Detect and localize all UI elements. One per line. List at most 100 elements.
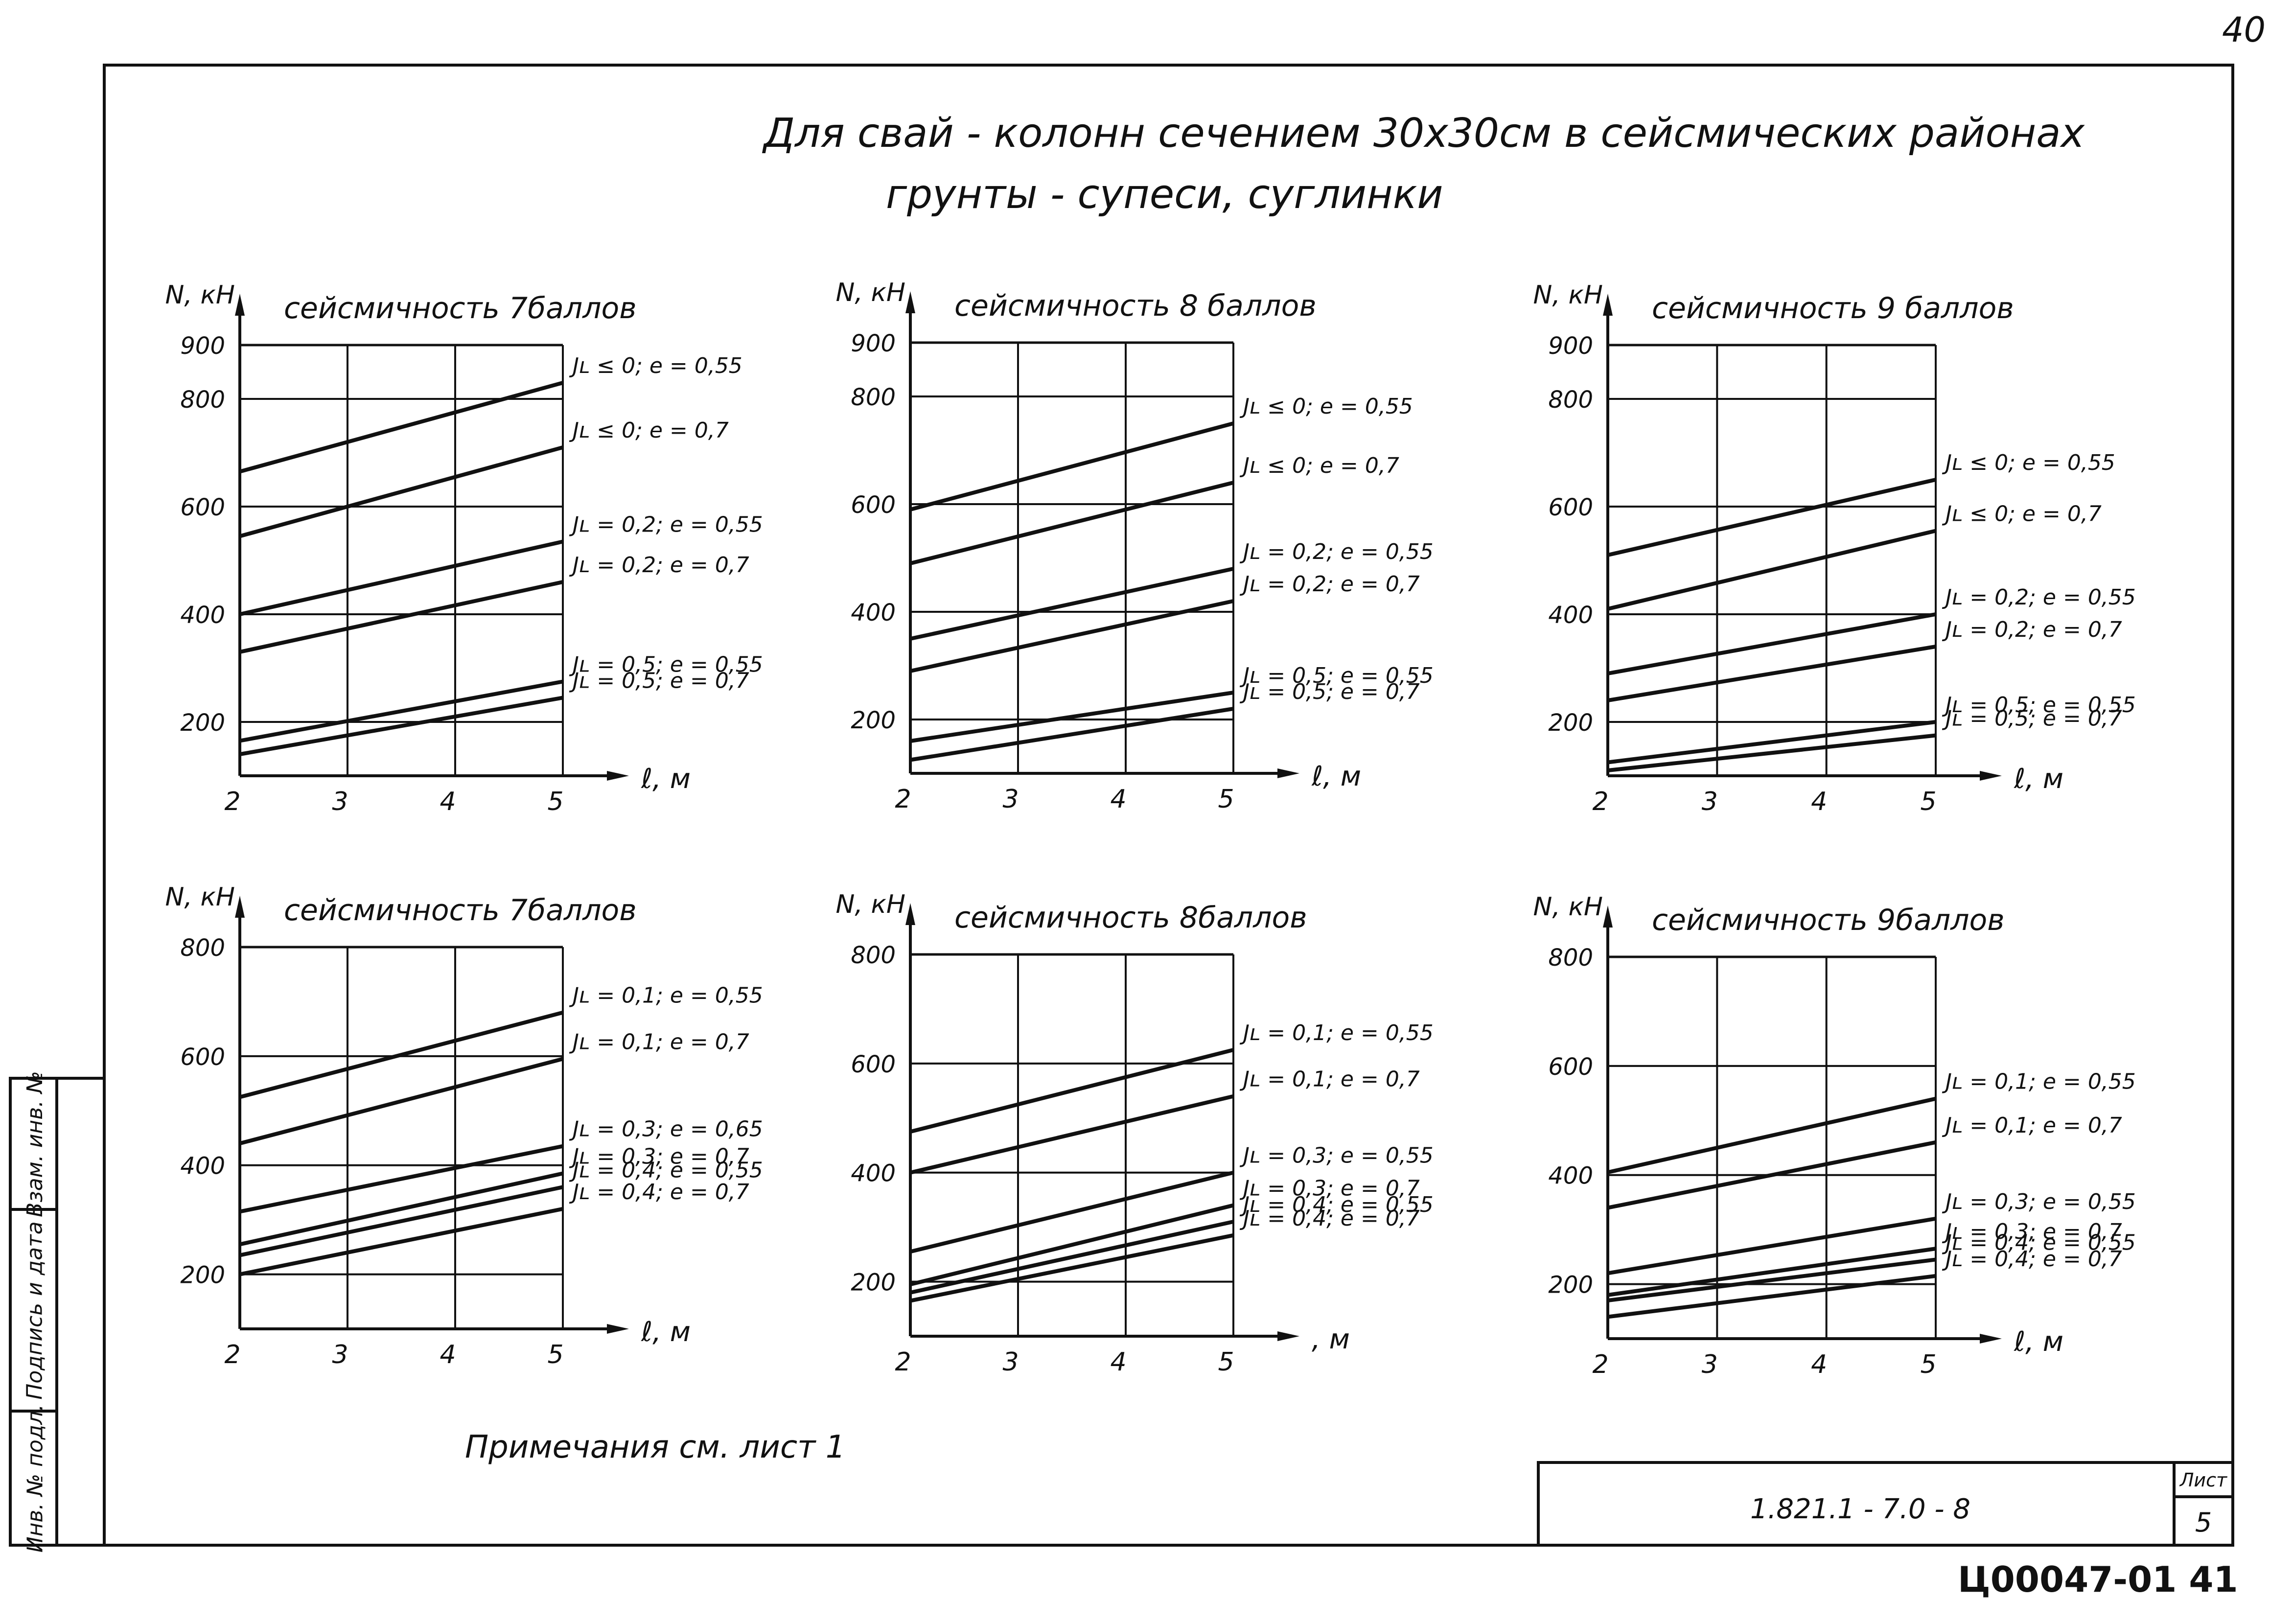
- note-text: Примечания см. лист 1: [465, 1429, 846, 1465]
- chart-5-x-axis-arrow: [1277, 1331, 1299, 1341]
- chart-1-xtick-label: 5: [547, 787, 563, 816]
- chart-3-xtick-label: 4: [1811, 787, 1827, 816]
- chart-3-xtick-label: 3: [1702, 787, 1718, 816]
- chart-3-xtick-label: 2: [1592, 787, 1608, 816]
- chart-4-series-line: [239, 1171, 563, 1247]
- chart-5-ytick-label: 400: [851, 1160, 896, 1187]
- chart-1-y-axis-arrow: [235, 294, 245, 316]
- chart-4-xtick-label: 4: [440, 1340, 456, 1369]
- chart-2-series-label: Jʟ ≤ 0; e = 0,7: [1239, 453, 1399, 478]
- chart-4-series-label: Jʟ = 0,3; e = 0,65: [569, 1117, 763, 1142]
- chart-6-series-label: Jʟ = 0,1; e = 0,55: [1942, 1069, 2136, 1094]
- chart-2-xtick-label: 4: [1110, 785, 1126, 814]
- chart-3-series-label: Jʟ = 0,5; e = 0,55: [1942, 693, 2136, 718]
- chart-3-x-axis-arrow: [1980, 771, 2002, 781]
- chart-2-xtick-label: 3: [1002, 785, 1019, 814]
- chart-4-title: сейсмичность 7баллов: [284, 893, 637, 928]
- chart-6-y-axis-arrow: [1603, 905, 1613, 928]
- chart-4-ytick-label: 800: [180, 934, 225, 962]
- chart-1-ytick-label: 600: [180, 494, 225, 521]
- chart-6-x-axis-arrow: [1980, 1334, 2002, 1344]
- chart-2-series-line: [910, 567, 1234, 641]
- chart-4-x-axis-arrow: [607, 1324, 629, 1334]
- chart-3-series-line: [1607, 529, 1936, 611]
- chart-5-series-label: Jʟ = 0,1; e = 0,7: [1239, 1067, 1420, 1092]
- chart-2-ytick-label: 400: [851, 599, 896, 626]
- chart-5-ytick-label: 600: [851, 1051, 896, 1078]
- chart-5-ytick-label: 800: [851, 942, 896, 969]
- chart-6-ytick-label: 400: [1548, 1162, 1593, 1190]
- chart-6-series-label: Jʟ = 0,3; e = 0,55: [1942, 1189, 2136, 1214]
- chart-6-series-label: Jʟ = 0,3; e = 0,7: [1942, 1219, 2122, 1244]
- chart-4-xtick-label: 2: [224, 1340, 240, 1369]
- chart-5-series-label: Jʟ = 0,4; e = 0,7: [1239, 1206, 1420, 1231]
- chart-5-xtick-label: 2: [895, 1347, 911, 1377]
- chart-3-ytick-label: 900: [1548, 332, 1593, 360]
- chart-1-series-line: [239, 539, 563, 616]
- chart-3-series-line: [1607, 720, 1936, 765]
- page-number: 40: [2222, 10, 2266, 50]
- sidebar-cell-inv: Инв. № подл.: [12, 1404, 58, 1553]
- chart-6-series-line: [1607, 1257, 1936, 1302]
- sidebar-cell-vzam: Взам. инв. №: [12, 1071, 58, 1217]
- chart-1-xtick-label: 3: [332, 787, 348, 816]
- chart-3-ylabel: N, кН: [1533, 280, 1603, 310]
- chart-6-xtick-label: 2: [1592, 1350, 1608, 1379]
- chart-5-xtick-label: 5: [1218, 1347, 1234, 1377]
- chart-4-xtick-label: 5: [547, 1340, 563, 1369]
- chart-3-xlabel: ℓ, м: [2014, 763, 2063, 795]
- chart-3-title: сейсмичность 9 баллов: [1652, 291, 2014, 325]
- chart-5-xlabel: , м: [1312, 1323, 1350, 1355]
- chart-6-ytick-label: 800: [1548, 944, 1593, 972]
- sidebar-inv-label: Инв. № подл.: [23, 1404, 47, 1553]
- sidebar-sign-label: Подпись и дата: [23, 1221, 47, 1400]
- chart-4-series-line: [239, 1206, 563, 1276]
- chart-3-series-label: Jʟ ≤ 0; e = 0,7: [1942, 502, 2102, 527]
- sidebar-vzam-label: Взам. инв. №: [23, 1070, 47, 1217]
- document-code: 1.821.1 - 7.0 - 8: [1750, 1493, 1971, 1525]
- chart-1-ytick-label: 200: [180, 709, 225, 737]
- chart-5-ylabel: N, кН: [836, 890, 905, 919]
- chart-2-ytick-label: 600: [851, 491, 896, 519]
- chart-6-series-line: [1607, 1247, 1936, 1297]
- chart-4-xtick-label: 3: [332, 1340, 348, 1369]
- chart-3-series-label: Jʟ = 0,5; e = 0,7: [1942, 706, 2122, 731]
- chart-6-title: сейсмичность 9баллов: [1652, 903, 2005, 937]
- chart-4-ytick-label: 200: [180, 1262, 225, 1289]
- chart-6-series-label: Jʟ = 0,1; e = 0,7: [1942, 1113, 2122, 1138]
- chart-6-xtick-label: 5: [1920, 1350, 1936, 1379]
- chart-6-ytick-label: 200: [1548, 1272, 1593, 1299]
- chart-5-series-label: Jʟ = 0,3; e = 0,7: [1239, 1176, 1420, 1201]
- chart-1-series-line: [239, 381, 564, 474]
- sheet-number: 5: [2195, 1507, 2212, 1538]
- chart-1-series-line: [239, 445, 564, 538]
- chart-2-series-label: Jʟ = 0,2; e = 0,55: [1239, 539, 1434, 564]
- chart-2-series-line: [910, 691, 1234, 743]
- chart-3-xtick-label: 5: [1920, 787, 1936, 816]
- chart-6-series-line: [1607, 1274, 1936, 1319]
- chart-5-series-line: [910, 1048, 1234, 1134]
- chart-1-xlabel: ℓ, м: [641, 763, 691, 795]
- chart-2-title: сейсмичность 8 баллов: [954, 289, 1317, 323]
- chart-2-series-label: Jʟ = 0,5; e = 0,55: [1239, 663, 1434, 688]
- chart-1-ytick-label: 800: [180, 386, 225, 414]
- chart-2-x-axis-arrow: [1277, 768, 1299, 778]
- chart-2-series-line: [910, 599, 1234, 673]
- chart-5-series-label: Jʟ = 0,4; e = 0,55: [1239, 1192, 1434, 1217]
- chart-3-series-label: Jʟ = 0,2; e = 0,7: [1942, 617, 2122, 642]
- chart-3-ytick-label: 600: [1548, 494, 1593, 521]
- chart-3-ytick-label: 800: [1548, 386, 1593, 414]
- chart-5-series-line: [910, 1203, 1234, 1287]
- chart-4-series-label: Jʟ = 0,1; e = 0,7: [569, 1029, 749, 1054]
- chart-6-ylabel: N, кН: [1533, 892, 1603, 922]
- chart-2-ytick-label: 800: [851, 384, 896, 411]
- chart-3-series-label: Jʟ = 0,2; e = 0,55: [1942, 585, 2136, 610]
- sheet-box: Лист 5: [2173, 1464, 2231, 1547]
- chart-1-xtick-label: 4: [440, 787, 456, 816]
- chart-1-series-line: [239, 580, 563, 654]
- chart-1-title: сейсмичность 7баллов: [284, 291, 637, 325]
- sidebar-cell-sign: Подпись и дата: [12, 1211, 58, 1413]
- chart-3-ytick-label: 200: [1548, 709, 1593, 737]
- chart-1-series-label: Jʟ = 0,2; e = 0,7: [569, 553, 749, 578]
